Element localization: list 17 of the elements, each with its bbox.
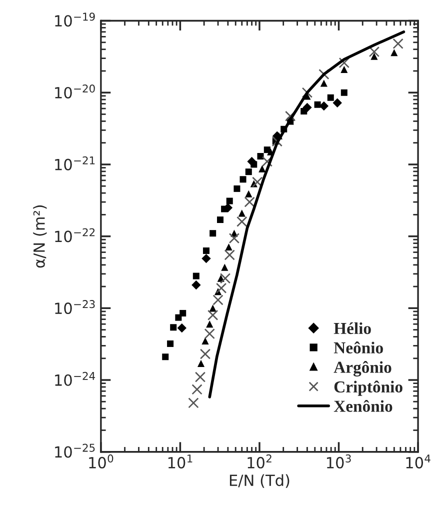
y-axis-title: α/N (m²) — [33, 205, 47, 268]
x-tick-label: 10$^{1}$ — [168, 454, 192, 468]
y-tick-label: 10$^{−24}$ — [55, 372, 95, 386]
y-tick-label: 10$^{−23}$ — [55, 300, 95, 314]
legend-label: Hélio — [334, 322, 371, 334]
legend-label: Neônio — [334, 342, 383, 354]
x-tick-label: 10$^{3}$ — [326, 454, 351, 468]
x-tick-label: 10$^{4}$ — [406, 454, 430, 468]
x-axis-title: E/N (Td) — [230, 474, 290, 488]
x-tick-label: 10$^{2}$ — [248, 454, 272, 468]
legend-label: Argônio — [334, 361, 392, 376]
legend-label: Xenônio — [334, 400, 392, 412]
y-tick-label: 10$^{−19}$ — [55, 12, 95, 27]
y-tick-label: 10$^{−22}$ — [55, 228, 95, 242]
y-tick-label: 10$^{−21}$ — [55, 156, 95, 170]
y-tick-label: 10$^{−20}$ — [55, 84, 95, 99]
legend-label: Criptônio — [334, 380, 402, 396]
